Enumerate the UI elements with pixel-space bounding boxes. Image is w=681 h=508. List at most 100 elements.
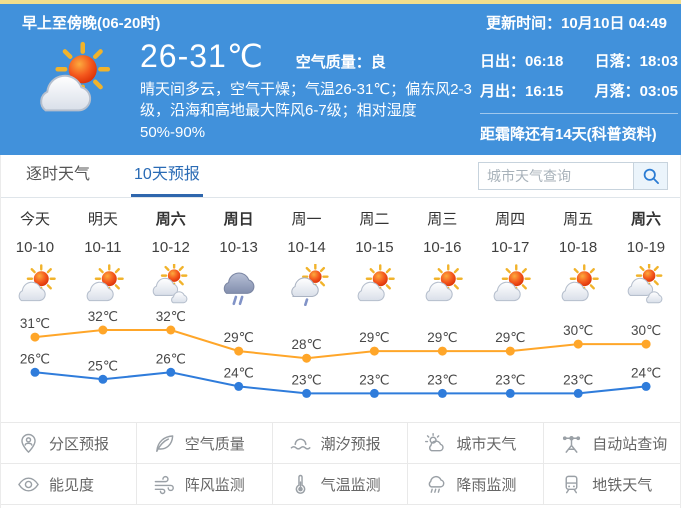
partly-cloudy-icon bbox=[425, 264, 464, 302]
forecast-day-column[interactable]: 周六 10-19 bbox=[612, 211, 680, 310]
period-title: 早上至傍晚(06-20时) bbox=[22, 15, 161, 32]
menu-item-label: 潮汐预报 bbox=[320, 435, 381, 453]
svg-text:23℃: 23℃ bbox=[359, 372, 389, 387]
tab-10day[interactable]: 10天预报 bbox=[131, 155, 203, 197]
date-label: 10-19 bbox=[626, 239, 666, 256]
forecast-day-column[interactable]: 今天 10-10 bbox=[1, 211, 69, 310]
menu-item-metro[interactable]: 地铁天气 bbox=[544, 464, 680, 505]
forecast-day-column[interactable]: 周四 10-17 bbox=[476, 211, 544, 310]
weekday-label: 周二 bbox=[359, 211, 390, 228]
forecast-day-column[interactable]: 周一 10-14 bbox=[273, 211, 341, 310]
menu-item-label: 能见度 bbox=[49, 476, 95, 494]
temp-chart-svg: 31℃ 32℃ 32℃ 29℃ 28℃ 29℃ 29℃ 29℃ 30℃ 30℃ … bbox=[20, 310, 661, 398]
forecast-day-column[interactable]: 明天 10-11 bbox=[69, 211, 137, 310]
sunset-time: 日落：18:03 bbox=[594, 53, 678, 70]
date-label: 10-18 bbox=[558, 239, 598, 256]
partly-cloudy-icon bbox=[358, 264, 396, 302]
rain-cloud-icon bbox=[429, 475, 445, 493]
day-weather-icon bbox=[205, 264, 273, 310]
svg-text:24℃: 24℃ bbox=[631, 365, 661, 380]
thermometer-icon bbox=[295, 474, 305, 494]
weekday-label: 周三 bbox=[427, 211, 458, 228]
menu-item-label: 地铁天气 bbox=[592, 476, 653, 494]
weekday-label: 周一 bbox=[291, 211, 322, 228]
menu-item-rain-cloud[interactable]: 降雨监测 bbox=[408, 464, 545, 505]
mostly-cloudy-icon bbox=[152, 262, 188, 304]
date-label: 10-11 bbox=[84, 239, 122, 256]
day-weather-icon bbox=[612, 262, 680, 310]
leaf-icon bbox=[155, 434, 174, 452]
mostly-cloudy-icon bbox=[627, 262, 663, 304]
forecast-day-column[interactable]: 周六 10-12 bbox=[137, 211, 205, 310]
day-weather-icon bbox=[273, 263, 341, 310]
forecast-day-column[interactable]: 周日 10-13 bbox=[205, 211, 273, 310]
shower-icon bbox=[290, 263, 329, 307]
moonrise-time: 月出：16:15 bbox=[480, 83, 564, 100]
menu-item-city-sun-cloud[interactable]: 城市天气 bbox=[408, 423, 545, 464]
svg-text:32℃: 32℃ bbox=[156, 310, 186, 324]
wind-icon bbox=[154, 475, 174, 494]
forecast-day-column[interactable]: 周二 10-15 bbox=[340, 211, 408, 310]
menu-item-label: 阵风监测 bbox=[184, 476, 245, 494]
svg-text:31℃: 31℃ bbox=[20, 316, 50, 331]
weekday-label: 周六 bbox=[630, 211, 661, 228]
date-label: 10-15 bbox=[355, 239, 394, 256]
partly-cloudy-icon bbox=[40, 41, 111, 112]
date-label: 10-13 bbox=[219, 239, 258, 256]
day-weather-icon bbox=[1, 264, 69, 310]
day-weather-icon bbox=[476, 264, 544, 310]
rain-icon bbox=[223, 272, 255, 306]
city-sun-cloud-icon bbox=[425, 432, 445, 451]
forecast-days-row: 今天 10-10 明天 10-11 周六 10-12 周日 10-13 周一 1… bbox=[1, 198, 680, 310]
svg-text:29℃: 29℃ bbox=[224, 330, 254, 345]
svg-text:29℃: 29℃ bbox=[427, 330, 457, 345]
day-weather-icon bbox=[69, 264, 137, 310]
menu-item-station[interactable]: 自动站查询 bbox=[544, 423, 680, 464]
svg-text:30℃: 30℃ bbox=[631, 323, 661, 338]
search-input[interactable] bbox=[478, 162, 634, 190]
weekday-label: 周六 bbox=[155, 211, 186, 228]
forecast-day-column[interactable]: 周三 10-16 bbox=[408, 211, 476, 310]
day-weather-icon bbox=[408, 264, 476, 310]
partly-cloudy-icon bbox=[18, 264, 56, 302]
sunrise-time: 日出：06:18 bbox=[480, 53, 564, 70]
menu-item-leaf[interactable]: 空气质量 bbox=[136, 423, 273, 464]
partly-cloudy-icon bbox=[493, 264, 531, 302]
menu-item-wind[interactable]: 阵风监测 bbox=[136, 464, 273, 505]
menu-item-thermometer[interactable]: 气温监测 bbox=[272, 464, 409, 505]
forecast-panel: 逐时天气 10天预报 今天 10-10 明天 10-11 周六 10-12 bbox=[0, 155, 681, 508]
update-time: 更新时间：10月10日 04:49 bbox=[486, 15, 667, 32]
city-search bbox=[478, 162, 668, 190]
date-label: 10-14 bbox=[287, 239, 326, 256]
menu-item-eye[interactable]: 能见度 bbox=[1, 464, 137, 505]
tab-hourly[interactable]: 逐时天气 bbox=[26, 166, 91, 183]
frost-countdown-link[interactable]: 距霜降还有14天(科普资料) bbox=[480, 126, 657, 143]
menu-item-tide[interactable]: 潮汐预报 bbox=[272, 423, 409, 464]
svg-text:25℃: 25℃ bbox=[88, 358, 118, 373]
moonset-time: 月落：03:05 bbox=[594, 83, 678, 100]
svg-text:23℃: 23℃ bbox=[563, 372, 593, 387]
forecast-day-column[interactable]: 周五 10-18 bbox=[544, 211, 612, 310]
date-label: 10-10 bbox=[15, 239, 55, 256]
svg-text:29℃: 29℃ bbox=[359, 330, 389, 345]
weekday-label: 周四 bbox=[495, 211, 526, 228]
weekday-label: 周五 bbox=[563, 211, 594, 228]
weekday-label: 今天 bbox=[19, 211, 50, 228]
search-button[interactable] bbox=[634, 162, 668, 190]
station-icon bbox=[563, 435, 581, 453]
partly-cloudy-icon bbox=[86, 264, 124, 302]
svg-text:32℃: 32℃ bbox=[88, 310, 118, 324]
menu-item-pin-person[interactable]: 分区预报 bbox=[1, 423, 137, 464]
date-label: 10-17 bbox=[490, 239, 530, 256]
weekday-label: 周日 bbox=[223, 211, 254, 228]
day-weather-icon bbox=[544, 264, 612, 310]
header: 早上至傍晚(06-20时) 更新时间：10月10日 04:49 26-31℃ 空… bbox=[0, 0, 681, 155]
metro-icon bbox=[565, 475, 578, 493]
current-weather-icon bbox=[24, 41, 118, 123]
svg-text:23℃: 23℃ bbox=[427, 372, 457, 387]
temperature-range: 26-31℃ bbox=[140, 38, 264, 74]
menu-item-label: 自动站查询 bbox=[592, 435, 668, 453]
day-weather-icon bbox=[137, 262, 205, 310]
partly-cloudy-icon bbox=[561, 264, 599, 302]
